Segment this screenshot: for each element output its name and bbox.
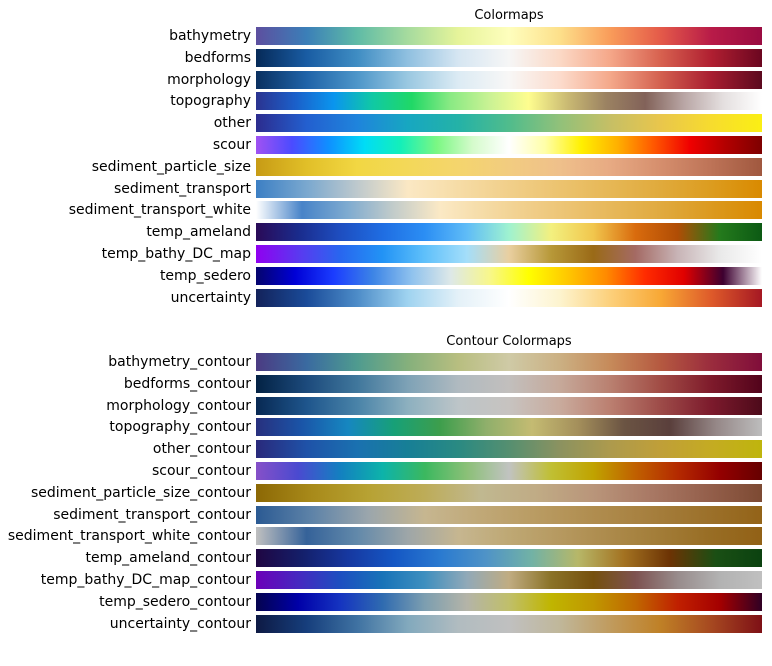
colormap-bar bbox=[256, 71, 762, 89]
colormap-row: bedforms_contour bbox=[0, 374, 772, 394]
colormap-row: temp_bathy_DC_map bbox=[0, 244, 772, 264]
colormap-label: temp_sedero_contour bbox=[99, 594, 251, 610]
colormap-row: sediment_particle_size bbox=[0, 157, 772, 177]
colormap-row: topography bbox=[0, 91, 772, 111]
colormap-label: uncertainty_contour bbox=[109, 616, 251, 632]
panel-title: Contour Colormaps bbox=[446, 334, 572, 349]
colormap-bar bbox=[256, 506, 762, 524]
colormap-label: sediment_particle_size_contour bbox=[30, 485, 251, 501]
colormap-label: temp_bathy_DC_map bbox=[101, 246, 251, 262]
colormap-bar bbox=[256, 571, 762, 589]
colormap-bar bbox=[256, 353, 762, 371]
colormap-bar bbox=[256, 136, 762, 154]
colormap-row: scour_contour bbox=[0, 461, 772, 481]
colormap-bar bbox=[256, 49, 762, 67]
colormap-row: bedforms bbox=[0, 48, 772, 68]
colormap-label: other_contour bbox=[152, 441, 251, 457]
colormap-label: scour_contour bbox=[151, 463, 251, 479]
colormap-label: bathymetry_contour bbox=[108, 354, 251, 370]
colormap-row: topography_contour bbox=[0, 417, 772, 437]
colormap-row: uncertainty_contour bbox=[0, 614, 772, 634]
colormap-label: bathymetry bbox=[169, 28, 251, 44]
colormap-label: sediment_transport bbox=[114, 181, 251, 197]
colormap-bar bbox=[256, 418, 762, 436]
colormap-label: topography_contour bbox=[109, 419, 251, 435]
colormap-row: morphology bbox=[0, 70, 772, 90]
colormap-label: temp_ameland_contour bbox=[85, 550, 251, 566]
colormap-row: sediment_particle_size_contour bbox=[0, 483, 772, 503]
colormap-bar bbox=[256, 245, 762, 263]
colormap-row: bathymetry_contour bbox=[0, 352, 772, 372]
colormap-label: uncertainty bbox=[170, 290, 251, 306]
colormap-row: temp_sedero bbox=[0, 266, 772, 286]
colormap-label: sediment_transport_white bbox=[68, 202, 251, 218]
colormap-row: other_contour bbox=[0, 439, 772, 459]
panel-title: Colormaps bbox=[474, 8, 544, 23]
colormap-bar bbox=[256, 267, 762, 285]
colormap-label: sediment_transport_contour bbox=[53, 507, 251, 523]
colormap-bar bbox=[256, 440, 762, 458]
colormap-label: topography bbox=[170, 93, 251, 109]
colormap-row: uncertainty bbox=[0, 288, 772, 308]
colormap-label: bedforms_contour bbox=[123, 376, 251, 392]
colormap-label: temp_sedero bbox=[159, 268, 251, 284]
colormap-label: morphology_contour bbox=[106, 398, 251, 414]
colormap-label: temp_ameland bbox=[146, 224, 251, 240]
colormap-label: temp_bathy_DC_map_contour bbox=[40, 572, 251, 588]
colormap-row: temp_sedero_contour bbox=[0, 592, 772, 612]
colormap-bar bbox=[256, 92, 762, 110]
colormap-bar bbox=[256, 180, 762, 198]
colormap-bar bbox=[256, 375, 762, 393]
colormap-row: sediment_transport_white_contour bbox=[0, 526, 772, 546]
colormap-row: temp_ameland bbox=[0, 222, 772, 242]
colormap-row: temp_ameland_contour bbox=[0, 548, 772, 568]
colormap-bar bbox=[256, 549, 762, 567]
colormap-row: bathymetry bbox=[0, 26, 772, 46]
colormap-bar bbox=[256, 289, 762, 307]
colormap-bar bbox=[256, 114, 762, 132]
colormap-label: bedforms bbox=[184, 50, 251, 66]
colormap-bar bbox=[256, 527, 762, 545]
colormap-row: other bbox=[0, 113, 772, 133]
colormap-bar bbox=[256, 397, 762, 415]
colormap-row: scour bbox=[0, 135, 772, 155]
colormap-row: sediment_transport bbox=[0, 179, 772, 199]
colormap-bar bbox=[256, 158, 762, 176]
colormap-label: scour bbox=[212, 137, 251, 153]
colormap-bar bbox=[256, 462, 762, 480]
colormap-bar bbox=[256, 484, 762, 502]
colormap-label: morphology bbox=[167, 72, 251, 88]
colormap-label: sediment_particle_size bbox=[91, 159, 251, 175]
colormap-bar bbox=[256, 27, 762, 45]
colormap-bar bbox=[256, 223, 762, 241]
colormap-label: sediment_transport_white_contour bbox=[7, 528, 251, 544]
colormap-label: other bbox=[213, 115, 251, 131]
colormap-row: sediment_transport_white bbox=[0, 200, 772, 220]
colormap-row: morphology_contour bbox=[0, 396, 772, 416]
colormap-bar bbox=[256, 615, 762, 633]
colormap-bar bbox=[256, 593, 762, 611]
colormap-bar bbox=[256, 201, 762, 219]
colormap-row: temp_bathy_DC_map_contour bbox=[0, 570, 772, 590]
colormap-row: sediment_transport_contour bbox=[0, 505, 772, 525]
